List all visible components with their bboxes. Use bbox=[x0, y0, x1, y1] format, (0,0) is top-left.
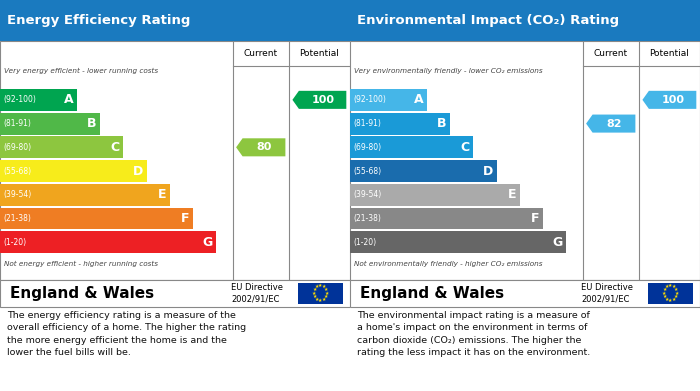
Bar bbox=[0, 280, 350, 307]
Bar bbox=[350, 136, 473, 158]
Bar bbox=[350, 160, 496, 182]
Text: (39-54): (39-54) bbox=[354, 190, 382, 199]
Text: E: E bbox=[508, 188, 517, 201]
Text: ★: ★ bbox=[668, 298, 673, 303]
Text: ★: ★ bbox=[324, 287, 328, 292]
Polygon shape bbox=[236, 138, 286, 156]
Bar bbox=[0, 184, 170, 206]
Text: ★: ★ bbox=[665, 297, 669, 302]
Text: (92-100): (92-100) bbox=[354, 95, 386, 104]
Text: (69-80): (69-80) bbox=[354, 143, 382, 152]
Text: ★: ★ bbox=[668, 283, 673, 288]
Text: Not environmentally friendly - higher CO₂ emissions: Not environmentally friendly - higher CO… bbox=[354, 261, 542, 267]
Bar bbox=[350, 89, 427, 111]
Text: C: C bbox=[111, 141, 120, 154]
Text: B: B bbox=[437, 117, 447, 130]
Text: The energy efficiency rating is a measure of the
overall efficiency of a home. T: The energy efficiency rating is a measur… bbox=[7, 311, 246, 357]
Text: ★: ★ bbox=[321, 284, 326, 289]
Text: G: G bbox=[203, 236, 213, 249]
Text: (21-38): (21-38) bbox=[4, 214, 32, 223]
Text: (1-20): (1-20) bbox=[354, 238, 377, 247]
Text: ★: ★ bbox=[662, 291, 666, 296]
Text: ★: ★ bbox=[665, 284, 669, 289]
Text: (81-91): (81-91) bbox=[4, 119, 32, 128]
Text: G: G bbox=[553, 236, 563, 249]
Text: D: D bbox=[133, 165, 143, 178]
Text: 100: 100 bbox=[312, 95, 335, 105]
Text: ★: ★ bbox=[674, 294, 678, 300]
Bar bbox=[0, 0, 350, 41]
Text: EU Directive
2002/91/EC: EU Directive 2002/91/EC bbox=[231, 283, 283, 304]
Text: Potential: Potential bbox=[650, 49, 690, 58]
Text: ★: ★ bbox=[325, 291, 329, 296]
Text: ★: ★ bbox=[674, 287, 678, 292]
Text: ★: ★ bbox=[321, 297, 326, 302]
Text: ★: ★ bbox=[662, 294, 666, 300]
Text: (55-68): (55-68) bbox=[354, 167, 382, 176]
Text: F: F bbox=[531, 212, 540, 225]
Text: ★: ★ bbox=[315, 297, 319, 302]
Bar bbox=[350, 0, 700, 41]
Text: (55-68): (55-68) bbox=[4, 167, 32, 176]
Bar bbox=[298, 283, 343, 304]
Text: C: C bbox=[461, 141, 470, 154]
Text: (92-100): (92-100) bbox=[4, 95, 36, 104]
Text: (21-38): (21-38) bbox=[354, 214, 382, 223]
Polygon shape bbox=[293, 91, 346, 109]
Text: 82: 82 bbox=[606, 118, 622, 129]
Text: E: E bbox=[158, 188, 167, 201]
Polygon shape bbox=[643, 91, 696, 109]
Text: ★: ★ bbox=[312, 291, 316, 296]
Text: ★: ★ bbox=[318, 298, 323, 303]
Text: Current: Current bbox=[594, 49, 628, 58]
Text: ★: ★ bbox=[675, 291, 679, 296]
Bar bbox=[0, 231, 216, 253]
Text: 80: 80 bbox=[257, 142, 272, 152]
Text: A: A bbox=[414, 93, 424, 106]
Text: ★: ★ bbox=[662, 287, 666, 292]
Bar bbox=[0, 113, 100, 135]
Text: ★: ★ bbox=[671, 284, 676, 289]
Text: (81-91): (81-91) bbox=[354, 119, 382, 128]
Text: Potential: Potential bbox=[300, 49, 339, 58]
Text: Very energy efficient - lower running costs: Very energy efficient - lower running co… bbox=[4, 68, 158, 74]
Bar bbox=[0, 136, 123, 158]
Text: 100: 100 bbox=[662, 95, 685, 105]
Text: (39-54): (39-54) bbox=[4, 190, 32, 199]
Text: ★: ★ bbox=[318, 283, 323, 288]
Text: F: F bbox=[181, 212, 190, 225]
Text: England & Wales: England & Wales bbox=[10, 286, 155, 301]
Text: Environmental Impact (CO₂) Rating: Environmental Impact (CO₂) Rating bbox=[357, 14, 619, 27]
Text: Energy Efficiency Rating: Energy Efficiency Rating bbox=[7, 14, 190, 27]
Text: EU Directive
2002/91/EC: EU Directive 2002/91/EC bbox=[581, 283, 633, 304]
Bar bbox=[350, 184, 520, 206]
Bar bbox=[350, 113, 450, 135]
Text: D: D bbox=[483, 165, 493, 178]
Text: ★: ★ bbox=[315, 284, 319, 289]
Text: (69-80): (69-80) bbox=[4, 143, 32, 152]
Text: ★: ★ bbox=[671, 297, 676, 302]
Bar bbox=[648, 283, 693, 304]
Text: The environmental impact rating is a measure of
a home's impact on the environme: The environmental impact rating is a mea… bbox=[357, 311, 590, 357]
Text: (1-20): (1-20) bbox=[4, 238, 27, 247]
Text: ★: ★ bbox=[324, 294, 328, 300]
Polygon shape bbox=[586, 115, 636, 133]
Bar bbox=[0, 41, 350, 280]
Bar bbox=[350, 41, 700, 280]
Text: England & Wales: England & Wales bbox=[360, 286, 505, 301]
Text: ★: ★ bbox=[312, 287, 316, 292]
Bar bbox=[0, 89, 77, 111]
Text: Current: Current bbox=[244, 49, 278, 58]
Text: Not energy efficient - higher running costs: Not energy efficient - higher running co… bbox=[4, 261, 158, 267]
Text: B: B bbox=[87, 117, 97, 130]
Text: Very environmentally friendly - lower CO₂ emissions: Very environmentally friendly - lower CO… bbox=[354, 68, 542, 74]
Bar bbox=[350, 208, 543, 230]
Bar bbox=[350, 280, 700, 307]
Bar bbox=[350, 231, 566, 253]
Bar bbox=[0, 160, 146, 182]
Bar bbox=[0, 208, 193, 230]
Text: A: A bbox=[64, 93, 74, 106]
Text: ★: ★ bbox=[312, 294, 316, 300]
